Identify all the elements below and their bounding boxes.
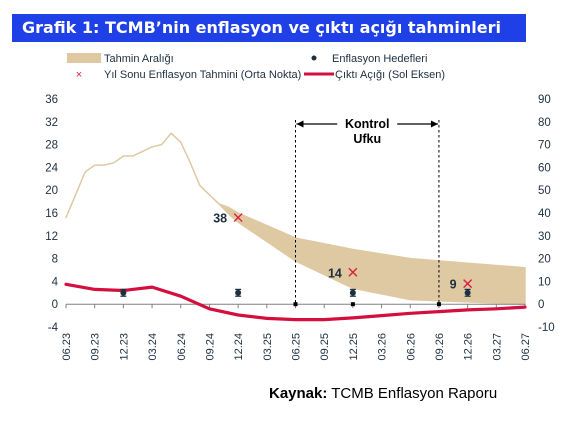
- y-left-tick-label: 16: [45, 208, 58, 220]
- legend-gap-label: Çıktı Açığı (Sol Eksen): [335, 69, 445, 81]
- horizon-axis-marker: [350, 302, 355, 307]
- legend-band-swatch: [67, 53, 101, 63]
- forecast-marker: [348, 267, 358, 277]
- forecast-band: [65, 132, 526, 305]
- horizon-axis-marker: [436, 302, 441, 307]
- y-left-tick-label: 28: [45, 140, 58, 152]
- x-tick-label: 06.24: [176, 333, 188, 361]
- forecast-data-label: 9: [450, 278, 457, 292]
- legend-target-marker: [311, 55, 317, 61]
- horizon-axis-marker: [293, 302, 298, 307]
- markers: 38 14 9: [120, 212, 473, 297]
- horizon-label: Kontrol: [345, 117, 389, 131]
- legend-band-label: Tahmin Aralığı: [104, 53, 174, 65]
- y-left-tick-label: 4: [52, 276, 59, 288]
- y-right-tick-label: 80: [538, 117, 551, 129]
- y-right-tick-label: 40: [538, 208, 551, 220]
- y-right-tick-label: -10: [538, 322, 555, 334]
- inflation-target-point: [120, 289, 127, 296]
- y-left-tick-label: 0: [52, 299, 58, 311]
- horizon-label-line2: Ufku: [353, 132, 381, 146]
- source-text: TCMB Enflasyon Raporu: [331, 385, 498, 402]
- legend-target-label: Enflasyon Hedefleri: [332, 53, 427, 65]
- output-gap-line: [64, 282, 527, 322]
- y-left-tick-label: 36: [45, 94, 58, 106]
- x-tick-label: 12.24: [233, 333, 245, 361]
- horizon-arrowhead-left: [296, 120, 304, 128]
- forecast-data-label: 14: [328, 266, 342, 280]
- y-left-tick-label: -4: [48, 322, 59, 334]
- legend-forecast-label: Yıl Sonu Enflasyon Tahmini (Orta Nokta): [104, 69, 301, 81]
- y-right-tick-label: 10: [538, 276, 551, 288]
- y-right-tick-label: 70: [538, 140, 551, 152]
- x-tick-label: 12.26: [463, 333, 475, 361]
- y-right-tick-label: 60: [538, 162, 551, 174]
- horizon-arrowhead-right: [430, 120, 438, 128]
- inflation-target-point: [349, 289, 356, 296]
- y-left-tick-label: 20: [45, 185, 58, 197]
- x-tick-label: 09.26: [434, 333, 446, 361]
- y-right-tick-label: 90: [538, 94, 551, 106]
- x-tick-label: 06.27: [520, 333, 532, 361]
- output-gap-layer: [64, 282, 527, 322]
- forecast-data-label: 38: [213, 212, 227, 226]
- x-tick-label: 03.25: [262, 333, 274, 361]
- x-tick-label: 06.23: [61, 333, 73, 361]
- inflation-target-point: [235, 289, 242, 296]
- y-right-tick-label: 0: [538, 299, 544, 311]
- y-right-tick-label: 50: [538, 185, 551, 197]
- forecast-marker: [233, 213, 243, 223]
- y-left-tick-label: 32: [45, 117, 58, 129]
- x-tick-label: 12.23: [118, 333, 130, 361]
- y-left-tick-label: 12: [45, 231, 58, 243]
- x-tick-label: 09.23: [90, 333, 102, 361]
- forecast-marker: [463, 279, 473, 289]
- x-tick-label: 09.24: [204, 333, 216, 361]
- source-note: Kaynak: TCMB Enflasyon Raporu: [269, 385, 497, 402]
- y-left-tick-label: 8: [52, 254, 58, 266]
- y-right-tick-label: 30: [538, 231, 551, 243]
- x-tick-label: 03.26: [377, 333, 389, 361]
- y-left-tick-label: 24: [45, 162, 58, 174]
- inflation-target-point: [464, 289, 471, 296]
- x-tick-label: 12.25: [348, 333, 360, 361]
- x-tick-label: 03.27: [491, 333, 503, 361]
- source-label: Kaynak:: [269, 385, 328, 402]
- x-tick-label: 06.25: [291, 333, 303, 361]
- y-right-tick-label: 20: [538, 254, 551, 266]
- legend-forecast-marker: ×: [76, 69, 82, 81]
- forecast-band-layer: [65, 132, 526, 305]
- x-tick-label: 06.26: [405, 333, 417, 361]
- x-tick-label: 03.24: [147, 333, 159, 361]
- axes: -4 0 4 8 12 16 20 24 28 32 36 -10 0 10 20 30 40 50 60 70 80 9…: [45, 94, 554, 361]
- x-tick-label: 09.25: [319, 333, 331, 361]
- chart-title: Grafik 1: TCMB’nin enflasyon ve çıktı aç…: [12, 14, 526, 42]
- legend: Tahmin Aralığı Enflasyon Hedefleri × Yıl…: [67, 53, 445, 81]
